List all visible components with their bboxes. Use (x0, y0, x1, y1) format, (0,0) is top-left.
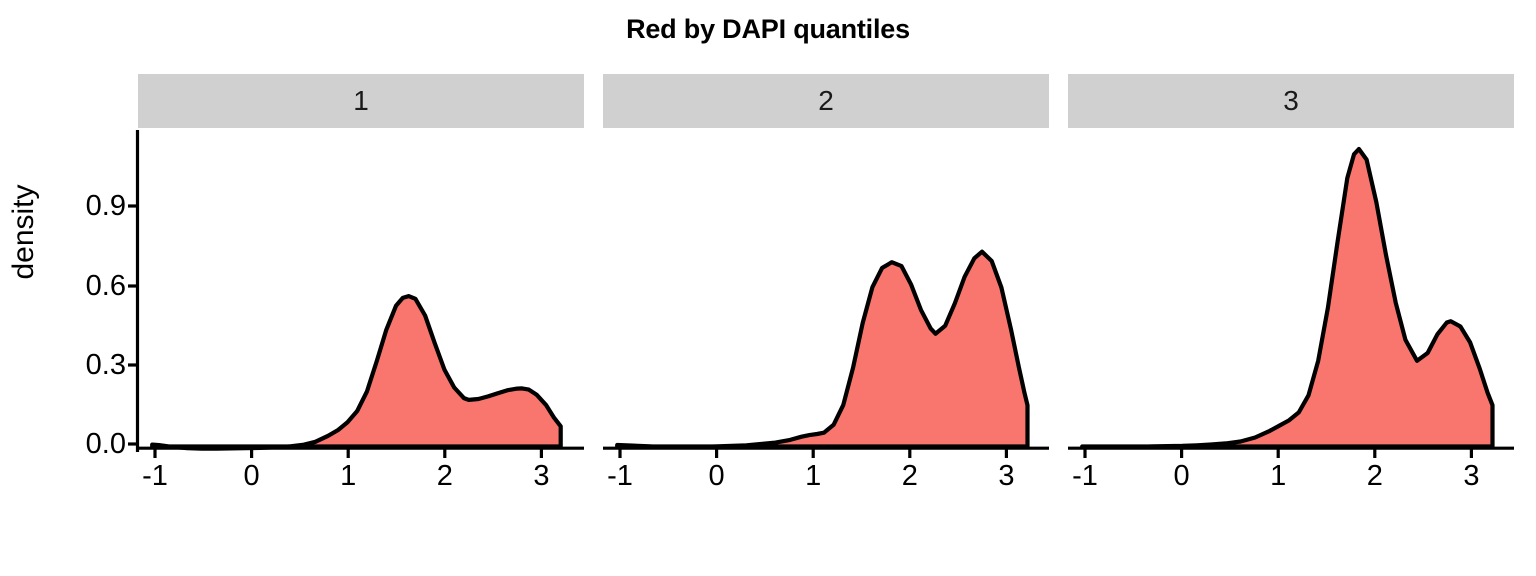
x-tick-label-p3-3: 3 (1463, 460, 1480, 492)
y-axis (128, 130, 140, 452)
x-tick-label-p1-0: 0 (243, 460, 260, 492)
y-tick-label-0.3: 0.3 (85, 349, 126, 381)
density-curve-2 (603, 249, 1049, 458)
x-tick-label-p1-2: 2 (436, 460, 453, 492)
chart-title: Red by DAPI quantiles (626, 14, 910, 44)
density-area-3 (1082, 149, 1493, 447)
facet-strip-3: 3 (1068, 74, 1514, 128)
density-area-1 (152, 296, 561, 449)
x-tick-label-p2-0: 0 (708, 460, 725, 492)
x-tick-label-p2-3: 3 (998, 460, 1015, 492)
x-tick-label-p1--1: -1 (142, 460, 168, 492)
panel-body-2 (603, 131, 1049, 461)
density-outline-3 (1080, 146, 1495, 449)
panel-body-1 (138, 131, 584, 461)
density-area-2 (617, 251, 1028, 447)
x-tick-label-p1-1: 1 (340, 460, 357, 492)
y-tick-label-0.0: 0.0 (85, 428, 126, 460)
x-tick-label-p2-2: 2 (901, 460, 918, 492)
facet-strip-label-2: 2 (818, 85, 834, 116)
facet-strip-1: 1 (138, 74, 584, 128)
y-tick-label-0.9: 0.9 (85, 190, 126, 222)
x-tick-label-p3-1: 1 (1270, 460, 1287, 492)
x-tick-label-p3--1: -1 (1072, 460, 1098, 492)
x-tick-label-p2-1: 1 (805, 460, 822, 492)
density-curve-1 (138, 294, 584, 458)
facet-strip-label-3: 3 (1283, 85, 1299, 116)
x-tick-label-p1-3: 3 (533, 460, 550, 492)
facet-strip-2: 2 (603, 74, 1049, 128)
x-tick-label-p2--1: -1 (607, 460, 633, 492)
facet-strip-label-1: 1 (353, 85, 369, 116)
y-tick-label-0.6: 0.6 (85, 270, 126, 302)
panel-body-3 (1068, 131, 1514, 461)
y-axis-tick-labels: 0.9 0.6 0.3 0.0 (22, 0, 126, 576)
density-outline-2 (615, 249, 1030, 449)
x-tick-label-p3-0: 0 (1173, 460, 1190, 492)
x-tick-label-p3-2: 2 (1366, 460, 1383, 492)
density-curve-3 (1068, 146, 1514, 458)
